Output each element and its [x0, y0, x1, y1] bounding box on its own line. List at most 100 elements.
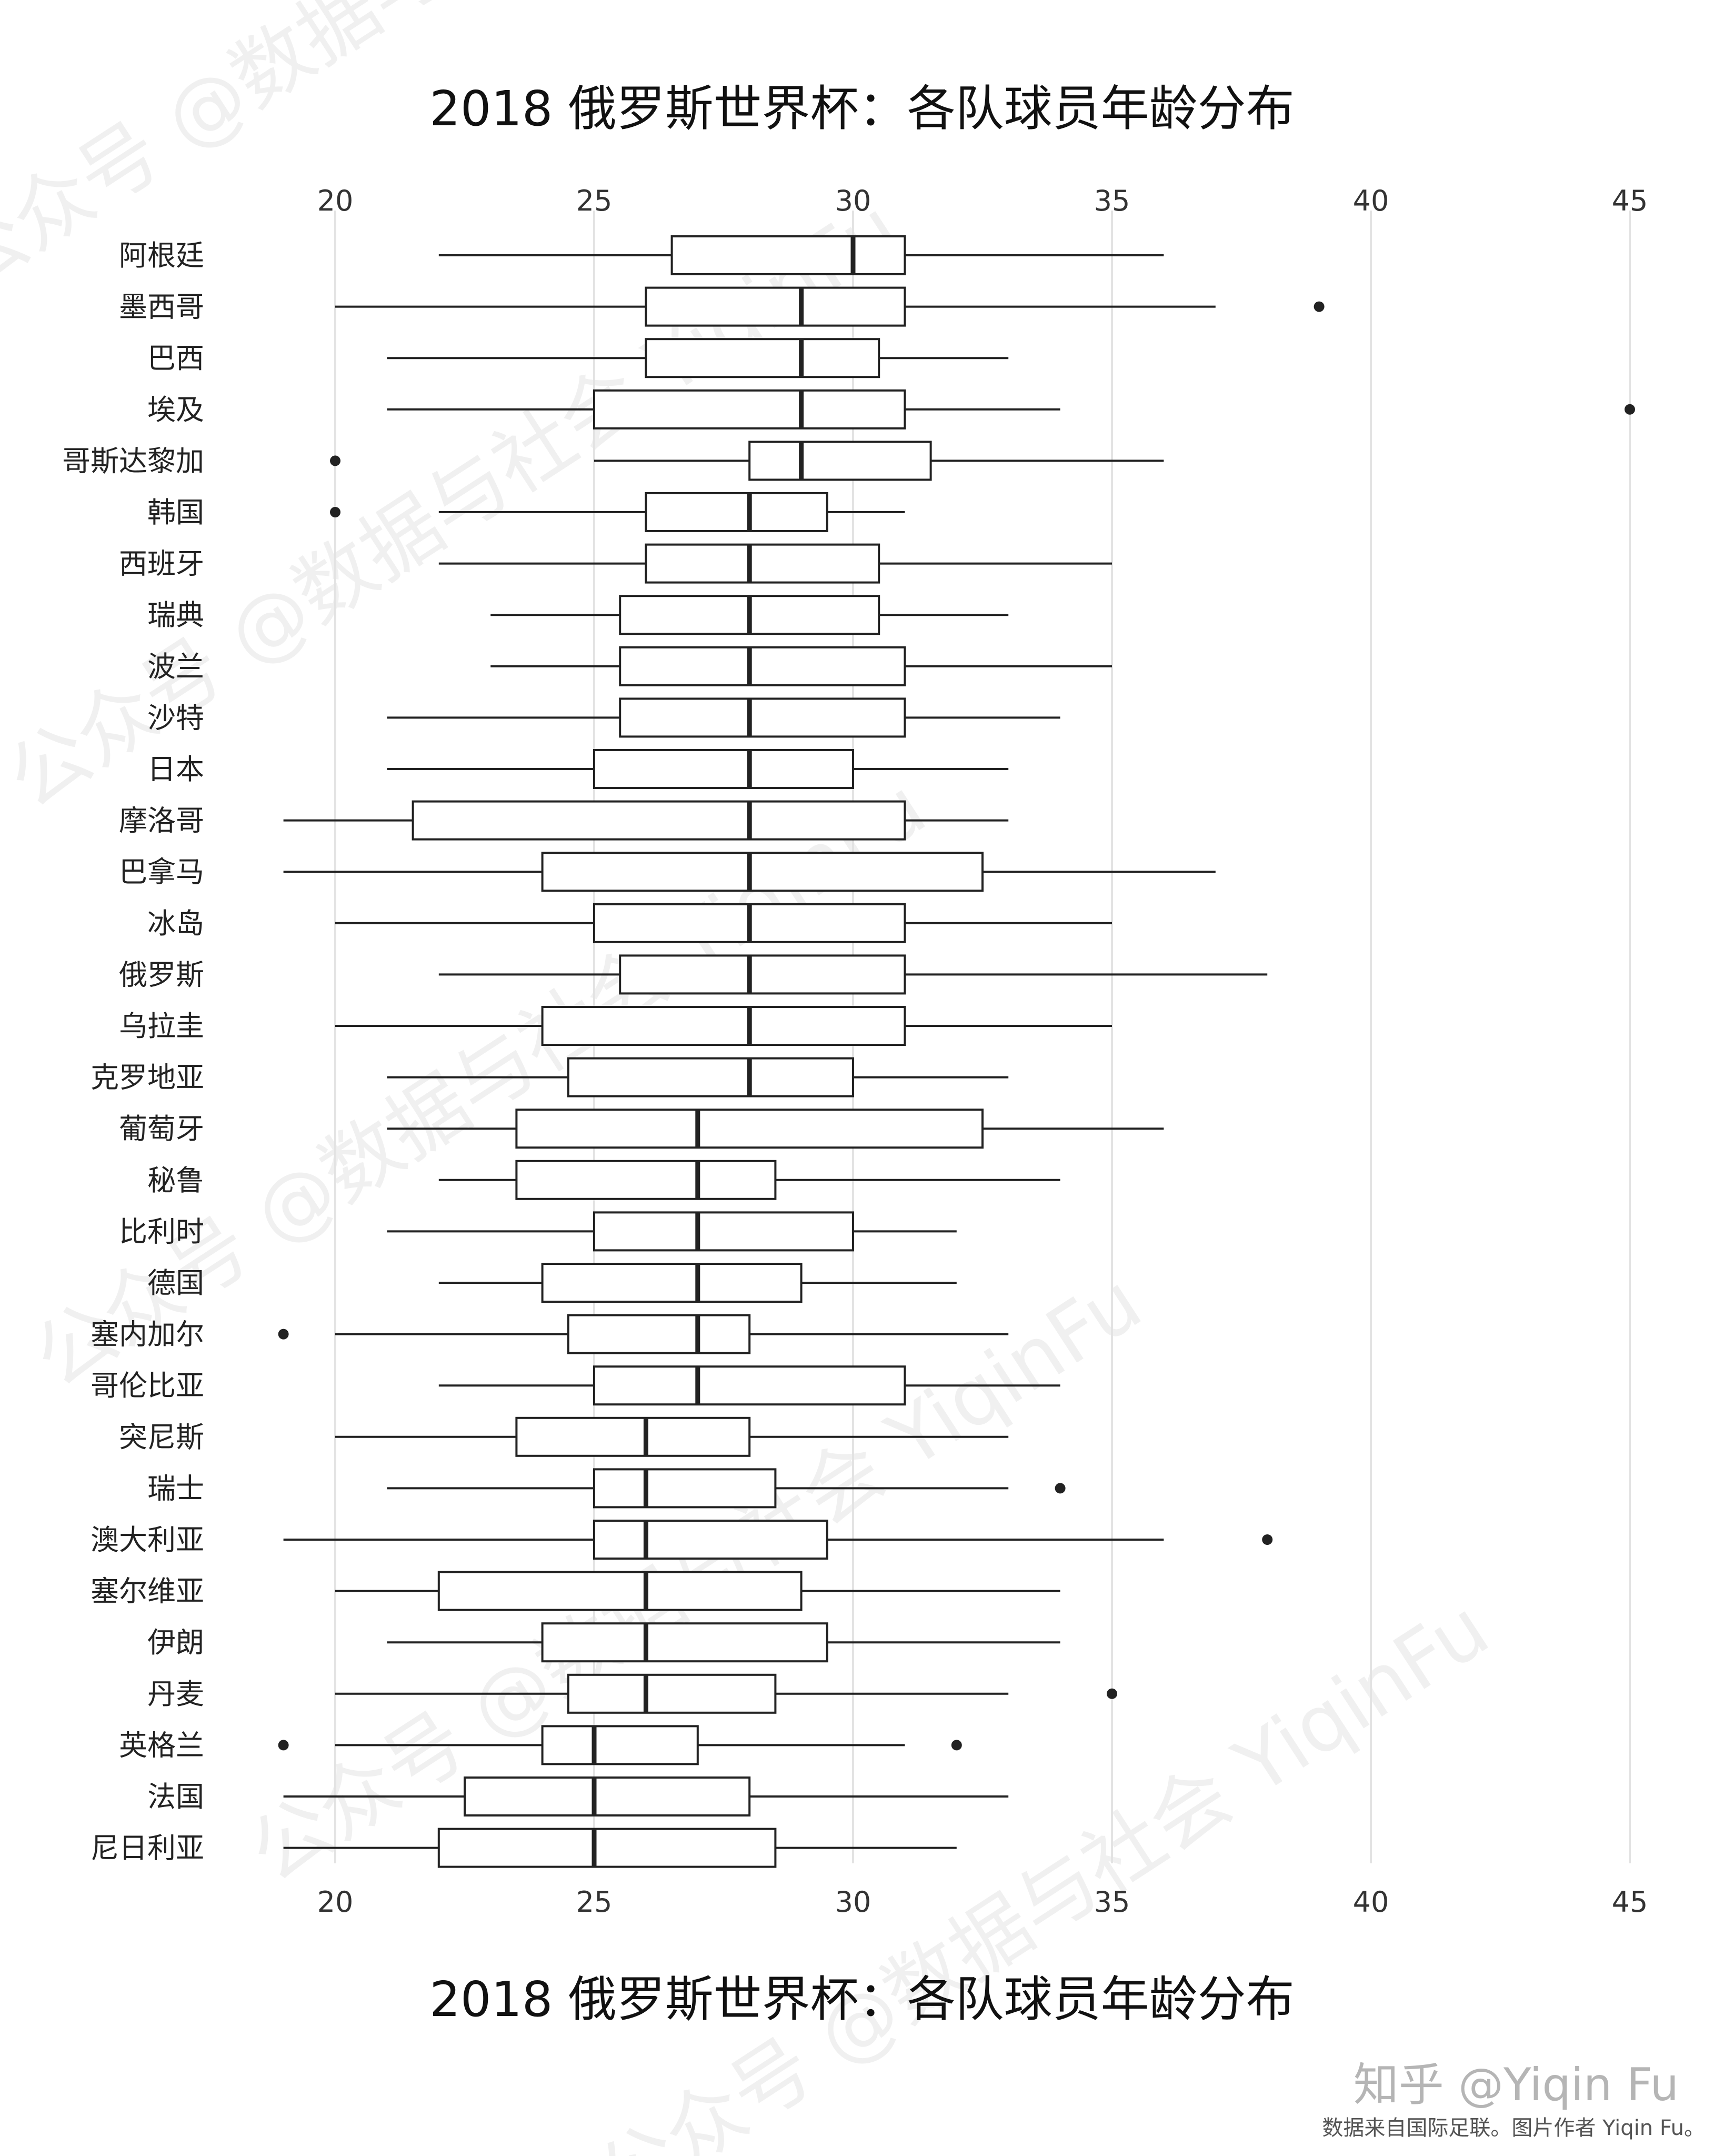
x-tick-label-top: 40: [1353, 184, 1389, 217]
outlier-point: [1107, 1688, 1117, 1699]
category-label: 瑞典: [147, 598, 204, 632]
category-label: 阿根廷: [119, 239, 204, 272]
box-group: [490, 646, 1112, 686]
box-group: [387, 338, 1009, 378]
box-iqr: [515, 1109, 984, 1149]
box-group: [387, 1468, 1066, 1509]
box-group: [278, 1725, 962, 1765]
x-axis-bottom: 20 25 30 35 40 45: [317, 1885, 1648, 1919]
category-label: 西班牙: [119, 547, 204, 581]
x-tick-label-top: 25: [576, 184, 613, 217]
category-label: 德国: [147, 1266, 204, 1300]
box-group: [387, 1057, 1009, 1097]
box-group: [387, 1109, 1164, 1149]
category-label: 日本: [147, 753, 204, 786]
box-iqr: [567, 1057, 855, 1097]
x-tick-label-top: 35: [1094, 184, 1130, 217]
box-group: [335, 286, 1325, 327]
outlier-point: [1625, 404, 1635, 415]
category-label: 葡萄牙: [119, 1112, 204, 1145]
category-label: 瑞士: [147, 1472, 204, 1505]
boxes: [278, 235, 1635, 1868]
box-iqr: [593, 1520, 828, 1560]
x-tick-label-bottom: 20: [317, 1885, 354, 1919]
outlier-point: [951, 1740, 962, 1751]
box-iqr: [593, 1211, 854, 1252]
x-tick-label-bottom: 45: [1612, 1885, 1648, 1919]
box-iqr: [645, 338, 880, 378]
x-tick-label-bottom: 25: [576, 1885, 613, 1919]
chart-title: 2018 俄罗斯世界杯：各队球员年龄分布: [429, 81, 1294, 137]
outlier-point: [330, 455, 340, 466]
category-label: 伊朗: [147, 1626, 204, 1659]
box-group: [330, 441, 1164, 481]
box-group: [438, 1160, 1060, 1200]
category-label: 塞尔维亚: [91, 1575, 204, 1608]
category-label: 冰岛: [147, 907, 204, 940]
box-iqr: [619, 697, 906, 738]
box-iqr: [748, 441, 932, 481]
box-group: [283, 1828, 957, 1868]
box-iqr: [593, 1365, 906, 1406]
box-iqr: [541, 852, 984, 892]
credit-source: 数据来自国际足联。图片作者 Yiqin Fu。: [1322, 2116, 1705, 2140]
outlier-point: [278, 1329, 289, 1340]
credit-zhihu: 知乎 @Yiqin Fu: [1354, 2059, 1679, 2111]
box-iqr: [670, 235, 906, 275]
box-iqr: [541, 1263, 803, 1303]
box-iqr: [437, 1828, 777, 1868]
box-iqr: [645, 543, 880, 584]
category-label: 乌拉圭: [119, 1010, 204, 1043]
category-label: 哥斯达黎加: [62, 444, 204, 477]
box-group: [438, 1365, 1060, 1406]
box-group: [283, 852, 1216, 892]
category-label: 波兰: [147, 650, 204, 683]
category-label: 塞内加尔: [91, 1318, 204, 1351]
box-group: [335, 1571, 1060, 1611]
box-iqr: [619, 954, 906, 995]
box-group: [387, 697, 1060, 738]
outlier-point: [1055, 1483, 1066, 1494]
outlier-point: [1314, 301, 1325, 312]
x-tick-label-bottom: 30: [835, 1885, 871, 1919]
x-axis-top: 20 25 30 35 40 45: [317, 184, 1648, 217]
box-group: [387, 749, 1009, 789]
category-label: 摩洛哥: [119, 804, 204, 837]
category-label: 巴西: [147, 342, 204, 375]
category-labels: 阿根廷墨西哥巴西埃及哥斯达黎加韩国西班牙瑞典波兰沙特日本摩洛哥巴拿马冰岛俄罗斯乌…: [62, 239, 204, 1865]
category-label: 法国: [147, 1780, 204, 1813]
box-iqr: [593, 389, 906, 430]
category-label: 秘鲁: [147, 1164, 204, 1197]
box-iqr: [567, 1673, 777, 1714]
box-group: [283, 1520, 1273, 1560]
outlier-point: [278, 1740, 289, 1751]
category-label: 巴拿马: [119, 855, 204, 889]
box-iqr: [412, 800, 906, 841]
category-label: 丹麦: [147, 1678, 204, 1711]
box-group: [438, 1263, 957, 1303]
box-iqr: [567, 1314, 751, 1354]
box-group: [438, 954, 1268, 995]
outlier-point: [330, 507, 340, 517]
box-iqr: [645, 492, 828, 532]
category-label: 克罗地亚: [91, 1061, 204, 1094]
box-iqr: [437, 1571, 803, 1611]
x-tick-label-top: 45: [1612, 184, 1648, 217]
box-group: [330, 492, 905, 532]
category-label: 尼日利亚: [91, 1832, 204, 1865]
box-iqr: [619, 646, 906, 686]
box-iqr: [645, 286, 906, 327]
category-label: 墨西哥: [119, 291, 204, 324]
box-group: [387, 1622, 1060, 1663]
category-label: 俄罗斯: [119, 958, 204, 991]
box-iqr: [515, 1160, 777, 1200]
box-group: [438, 543, 1112, 584]
box-group: [335, 1673, 1117, 1714]
box-iqr: [541, 1006, 906, 1046]
chart-title-bottom: 2018 俄罗斯世界杯：各队球员年龄分布: [429, 1971, 1294, 2028]
box-iqr: [593, 1468, 777, 1509]
category-label: 澳大利亚: [91, 1523, 204, 1556]
box-group: [335, 1416, 1009, 1457]
box-group: [278, 1314, 1009, 1354]
